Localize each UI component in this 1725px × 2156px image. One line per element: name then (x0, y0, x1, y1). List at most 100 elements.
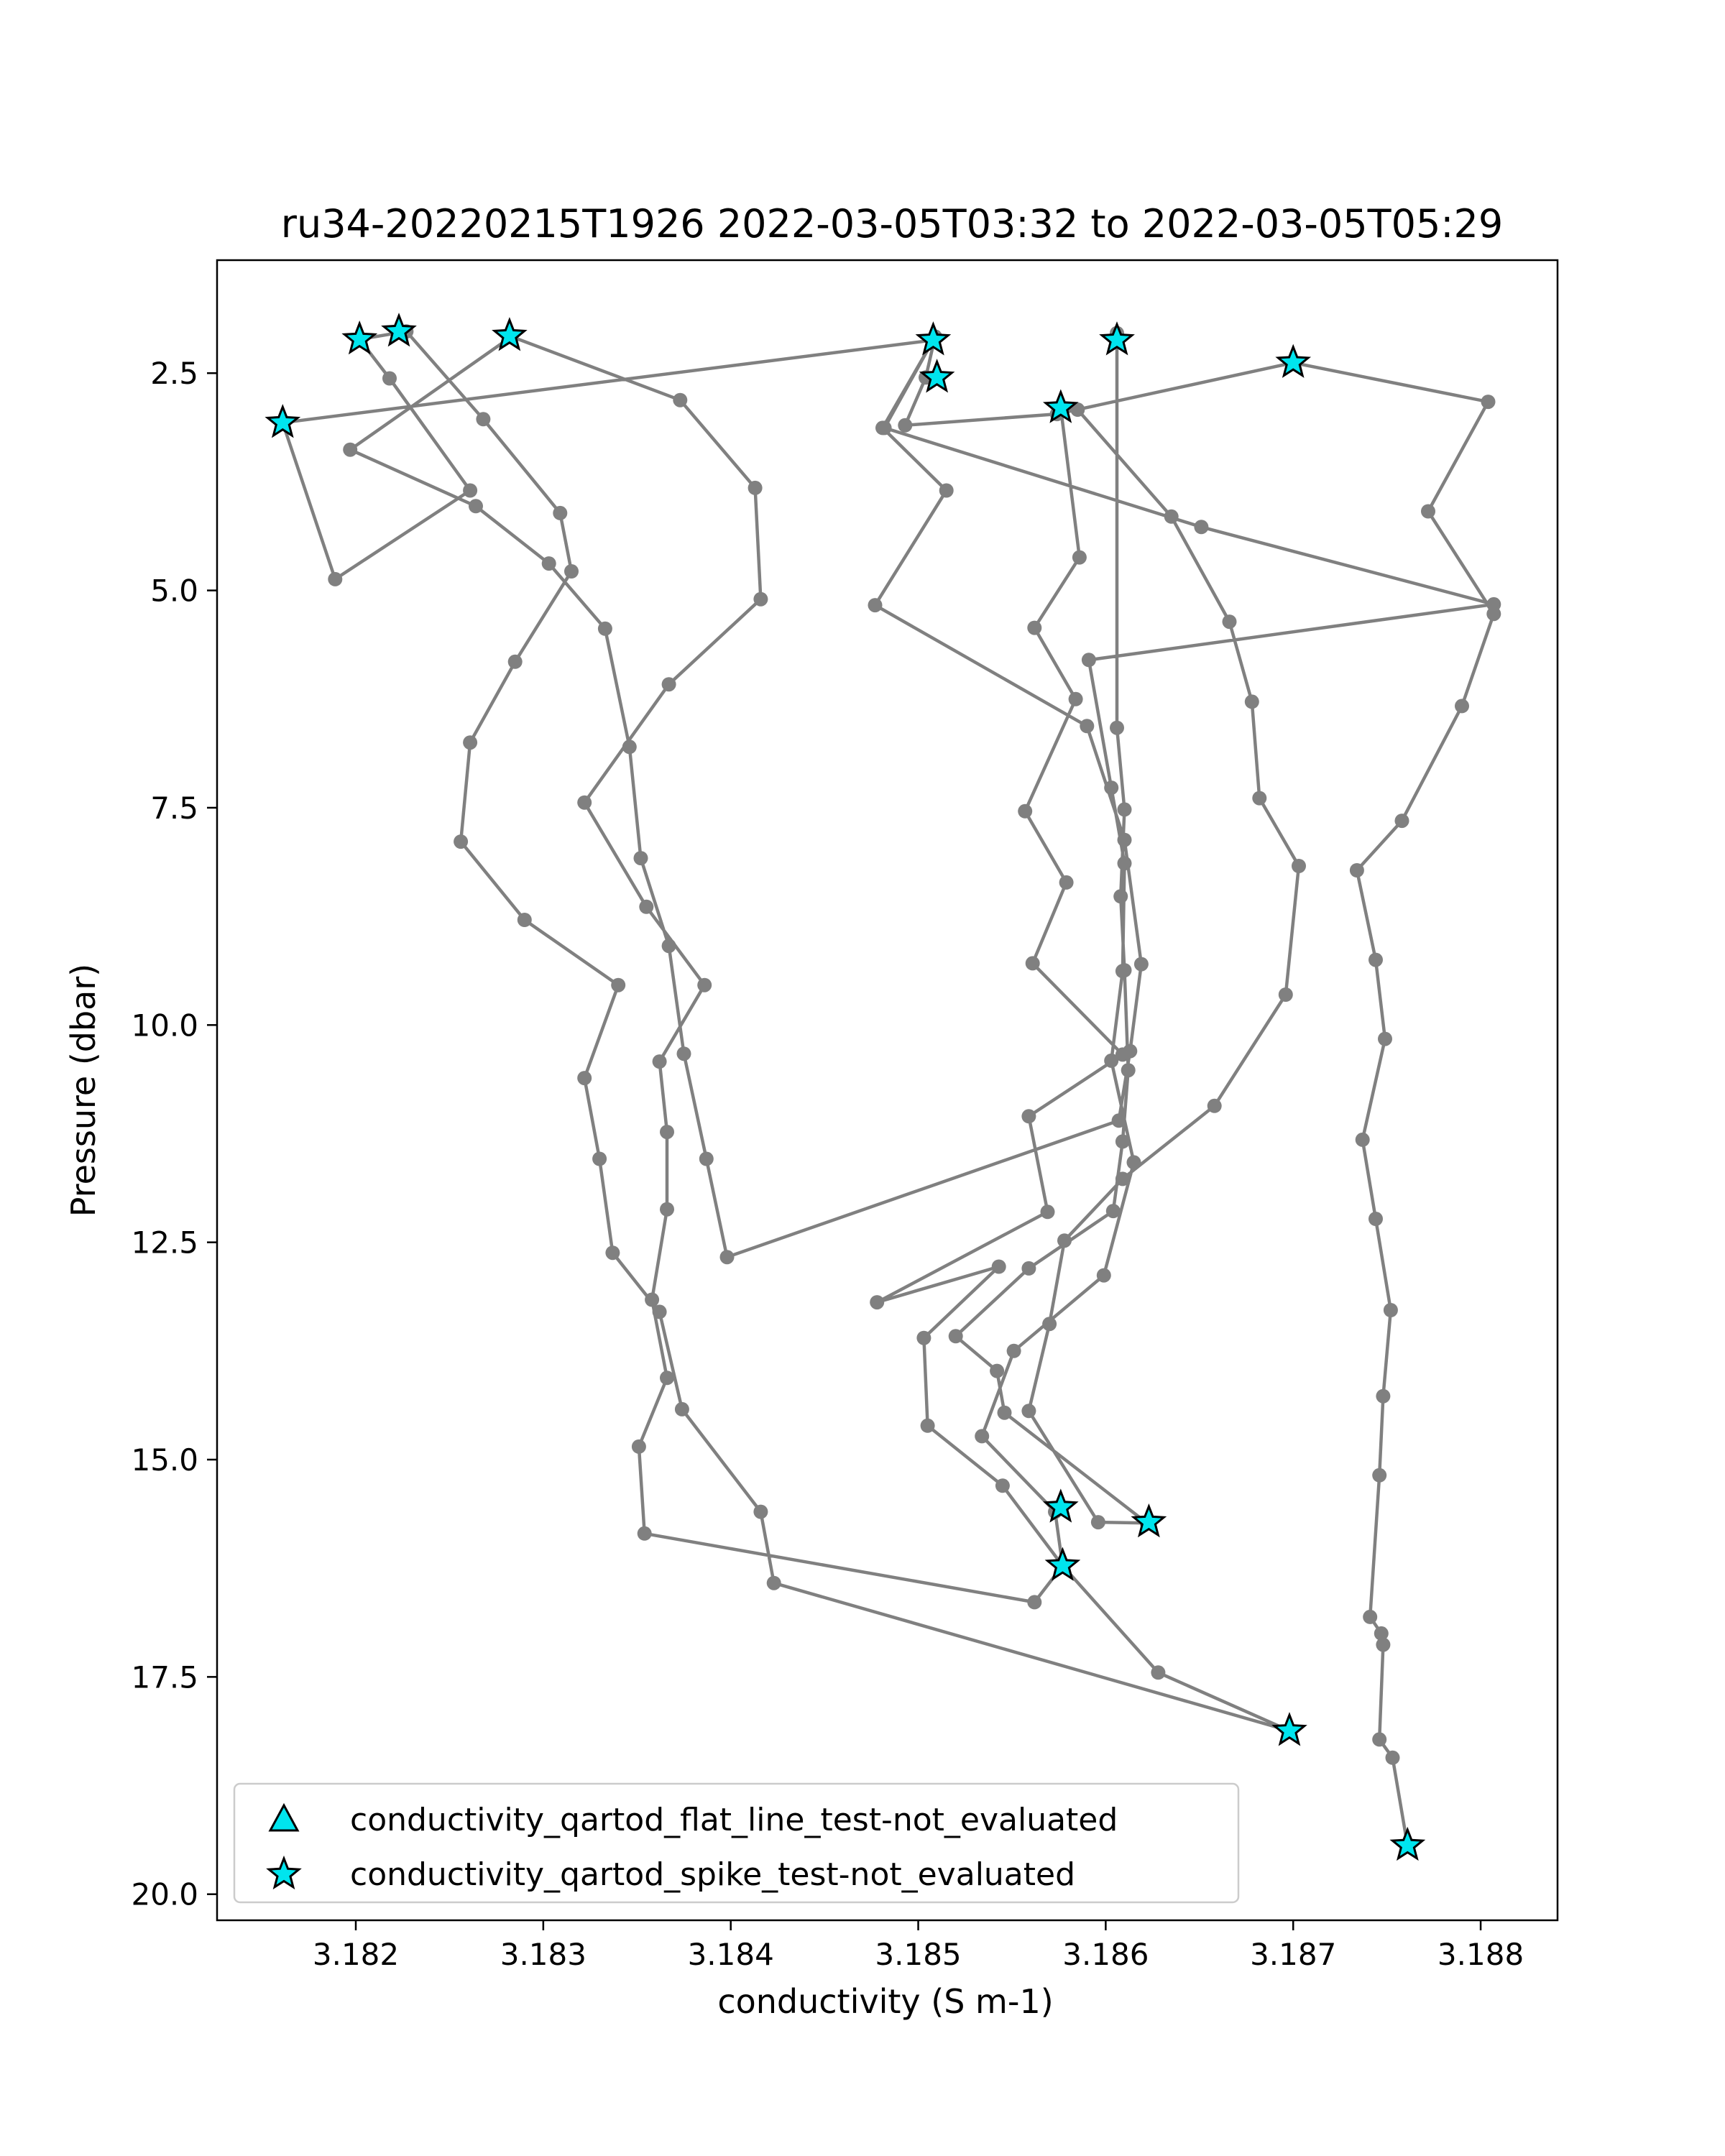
profile-point (673, 392, 688, 407)
profile-point (382, 371, 397, 386)
profile-point (1292, 859, 1306, 873)
profile-point (592, 1151, 607, 1166)
spike-marker (492, 317, 528, 351)
profile-point (1374, 1626, 1389, 1641)
plot-area (264, 313, 1501, 1861)
profile-point (1104, 780, 1119, 796)
profile-point (1072, 550, 1087, 565)
profile-point (639, 899, 654, 914)
profile-point (660, 1370, 674, 1386)
profile-point (766, 1575, 781, 1590)
profile-point (748, 480, 763, 495)
profile-point (476, 412, 491, 427)
profile-point (541, 556, 556, 571)
profile-point (631, 1439, 646, 1454)
legend-label: conductivity_qartod_spike_test-not_evalu… (350, 1856, 1075, 1893)
profile-point (991, 1259, 1006, 1274)
profile-point (1042, 1317, 1057, 1332)
profile-point (676, 1046, 691, 1061)
x-tick-label: 3.183 (500, 1937, 586, 1972)
profile-point (1115, 1171, 1130, 1187)
chart-title: ru34-20220215T1926 2022-03-05T03:32 to 2… (281, 201, 1503, 247)
profile-point (622, 740, 637, 755)
profile-point (1115, 1134, 1130, 1149)
profile-point (674, 1401, 689, 1416)
profile-point (1222, 614, 1237, 630)
legend-triangle-marker (268, 1802, 300, 1832)
spike-marker (1043, 1488, 1079, 1523)
y-tick-label: 20.0 (131, 1877, 198, 1912)
y-tick-label: 10.0 (131, 1008, 198, 1043)
profile-point (1057, 1233, 1072, 1248)
profile-point (1355, 1132, 1370, 1147)
x-tick-label: 3.184 (688, 1937, 774, 1972)
profile-point (875, 420, 890, 436)
profile-point (1117, 856, 1132, 871)
profile-point (597, 621, 612, 636)
profile-point (605, 1245, 620, 1261)
profile-point (652, 1054, 667, 1069)
profile-point (1027, 620, 1042, 635)
spike-marker (1275, 344, 1312, 378)
y-tick-label: 12.5 (131, 1225, 198, 1261)
profile-point (1481, 395, 1496, 410)
profile-point (1117, 802, 1132, 817)
x-axis-label: conductivity (S m-1) (717, 1982, 1053, 2021)
profile-point (1394, 814, 1409, 829)
y-tick-label: 5.0 (150, 573, 198, 609)
profile-point (990, 1363, 1005, 1378)
spike-marker (381, 313, 417, 347)
profile-point (920, 1418, 935, 1433)
profile-point (995, 1478, 1010, 1493)
profile-point (343, 442, 358, 457)
x-tick-label: 3.186 (1062, 1937, 1149, 1972)
profile-point (1070, 402, 1085, 417)
spike-marker (1044, 1547, 1081, 1581)
profile-point (1021, 1261, 1036, 1276)
profile-point (1121, 1063, 1136, 1078)
profile-point (1105, 1204, 1121, 1219)
profile-point (1018, 803, 1033, 819)
legend-star-marker (266, 1855, 302, 1890)
profile-point (1278, 987, 1293, 1002)
profile-point (1151, 1665, 1166, 1680)
profile-point (1376, 1637, 1391, 1652)
profile-point (660, 1125, 674, 1140)
profile-point (1027, 1595, 1042, 1610)
y-axis-label: Pressure (dbar) (64, 964, 103, 1217)
profile-point (1059, 875, 1074, 890)
profile-point (1455, 699, 1469, 714)
profile-point (868, 598, 883, 613)
y-tick-label: 17.5 (131, 1659, 198, 1695)
profile-point (697, 977, 712, 992)
profile-point (652, 1304, 667, 1319)
spike-marker (1131, 1503, 1167, 1538)
profile-point (645, 1292, 660, 1307)
profile-point (1110, 720, 1124, 735)
profile-point (1378, 1031, 1392, 1046)
y-tick-label: 7.5 (150, 791, 198, 826)
profile-point (1207, 1098, 1222, 1113)
profile-point (870, 1295, 885, 1310)
profile-point (564, 564, 579, 579)
profile-point (1021, 1109, 1036, 1124)
profile-point (1068, 691, 1083, 706)
profile-point (1090, 1515, 1105, 1530)
y-axis: 2.5 5.0 7.5 10.0 12.5 15.0 17.5 20.0 (131, 356, 217, 1912)
profile-point (719, 1250, 735, 1265)
spike-test-markers (264, 313, 1426, 1861)
profile-point (1117, 963, 1132, 978)
profile-point (1164, 509, 1179, 524)
profile-point (997, 1405, 1012, 1420)
profile-point (454, 834, 469, 849)
profile-point (1368, 952, 1383, 967)
profile-point (753, 591, 768, 607)
profile-point (1021, 1404, 1036, 1419)
profile-point (1363, 1609, 1378, 1624)
spike-marker (1271, 1712, 1307, 1746)
profile-point (1115, 1047, 1130, 1062)
spike-marker (915, 321, 952, 356)
profile-point (1372, 1732, 1387, 1747)
spike-marker (1042, 389, 1079, 423)
profile-point (898, 418, 913, 433)
